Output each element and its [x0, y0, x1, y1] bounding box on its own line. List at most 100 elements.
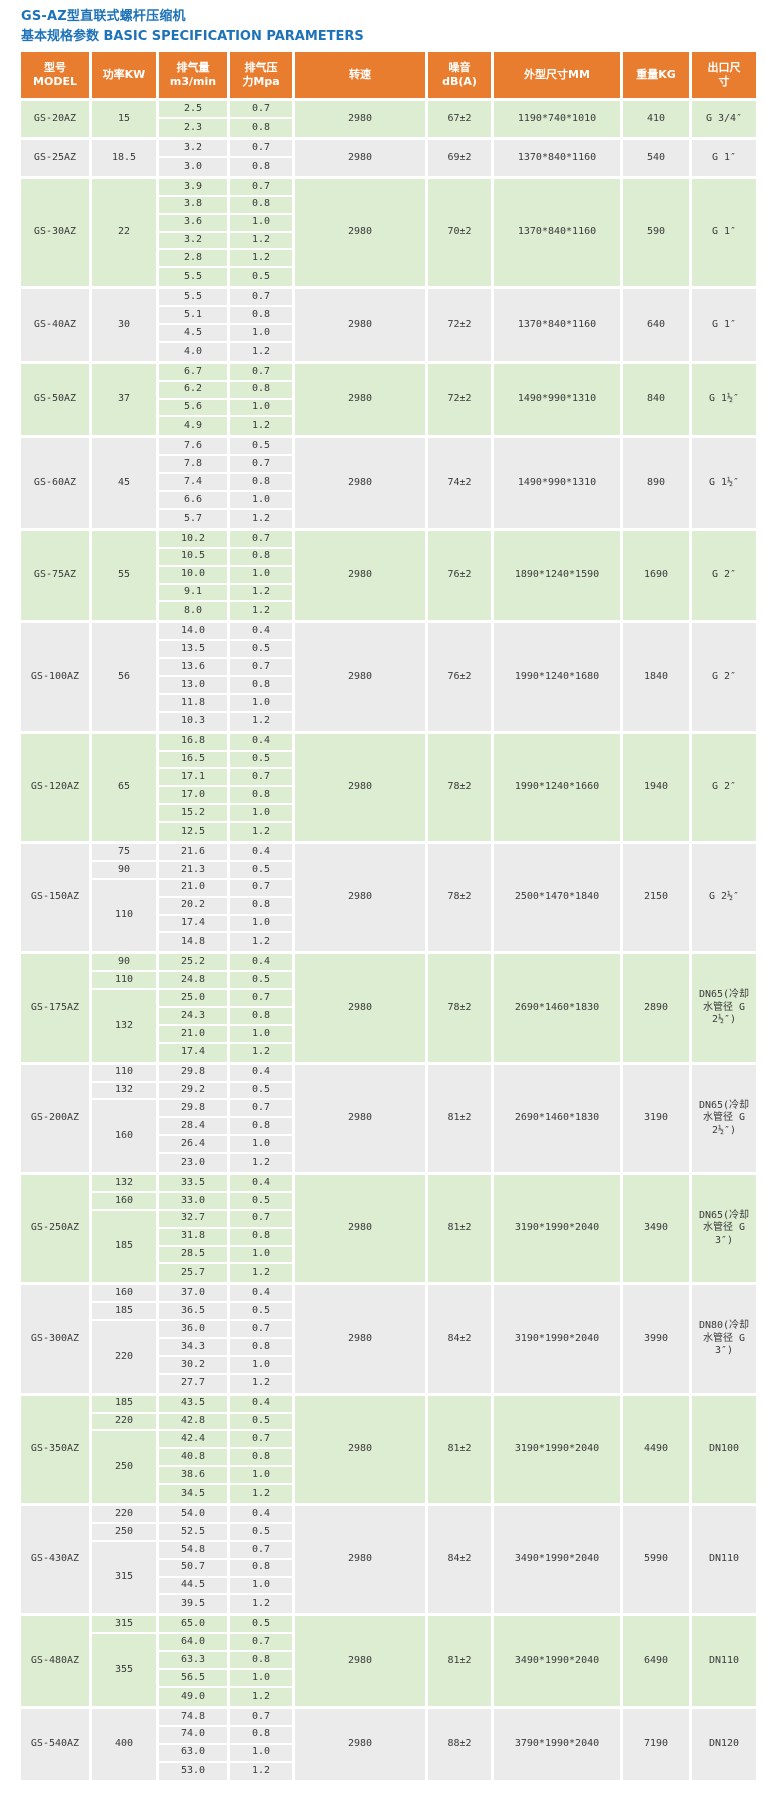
pressure-cell: 0.7 — [230, 1708, 292, 1727]
flow-cell: 20.2 — [159, 897, 227, 916]
pressure-cell: 0.7 — [230, 659, 292, 677]
outlet-cell: DN120 — [692, 1708, 756, 1781]
flow-cell: 17.0 — [159, 787, 227, 806]
noise-cell: 81±2 — [428, 1395, 491, 1504]
flow-cell: 5.5 — [159, 268, 227, 287]
dims-cell: 3490*1990*2040 — [494, 1506, 620, 1614]
outlet-cell: G 3/4″ — [692, 101, 756, 138]
table-row-group: GS-250AZ 132 33.5 0.4 160 33.0 0.5 185 32.7 0.7 31… — [21, 1175, 757, 1283]
pressure-cell: 0.8 — [230, 1726, 292, 1745]
noise-cell: 74±2 — [428, 438, 491, 528]
pressure-cell: 0.8 — [230, 676, 292, 695]
pressure-cell: 1.2 — [230, 712, 292, 731]
model-cell: GS-20AZ — [21, 101, 89, 138]
pressure-cell: 0.4 — [230, 954, 292, 973]
flow-cell: 30.2 — [159, 1356, 227, 1375]
power-cell: 185 — [92, 1395, 156, 1414]
pressure-cell: 1.2 — [230, 509, 292, 528]
pressure-cell: 0.8 — [230, 1449, 292, 1468]
flow-cell: 6.6 — [159, 492, 227, 510]
flow-cell: 6.7 — [159, 363, 227, 382]
flow-cell: 33.0 — [159, 1192, 227, 1211]
speed-cell: 2980 — [295, 954, 425, 1062]
noise-cell: 81±2 — [428, 1064, 491, 1172]
dims-cell: 1490*990*1310 — [494, 438, 620, 528]
power-cell: 110 — [92, 972, 156, 991]
model-cell: GS-175AZ — [21, 954, 89, 1062]
flow-cell: 3.8 — [159, 196, 227, 215]
pressure-cell: 0.7 — [230, 769, 292, 788]
speed-cell: 2980 — [295, 1708, 425, 1781]
speed-cell: 2980 — [295, 289, 425, 361]
pressure-cell: 1.0 — [230, 325, 292, 343]
power-cell: 18.5 — [92, 140, 156, 176]
table-row-group: GS-120AZ 65 16.8 0.4 16.5 0.5 17.1 0.7 17.0 0.8 15… — [21, 733, 757, 841]
pressure-cell: 1.2 — [230, 584, 292, 603]
pressure-cell: 0.8 — [230, 787, 292, 806]
noise-cell: 84±2 — [428, 1285, 491, 1393]
flow-cell: 25.7 — [159, 1264, 227, 1283]
flow-cell: 12.5 — [159, 823, 227, 841]
flow-cell: 5.5 — [159, 289, 227, 308]
table-row-group: GS-200AZ 110 29.8 0.4 132 29.2 0.5 160 29.8 0.7 28… — [21, 1064, 757, 1172]
flow-cell: 27.7 — [159, 1374, 227, 1393]
flow-cell: 10.0 — [159, 566, 227, 585]
flow-cell: 16.8 — [159, 733, 227, 752]
model-cell: GS-250AZ — [21, 1175, 89, 1283]
flow-cell: 56.5 — [159, 1670, 227, 1688]
speed-cell: 2980 — [295, 843, 425, 952]
pressure-cell: 0.8 — [230, 307, 292, 326]
speed-cell: 2980 — [295, 1175, 425, 1283]
flow-cell: 49.0 — [159, 1687, 227, 1706]
flow-cell: 2.5 — [159, 101, 227, 120]
flow-cell: 14.0 — [159, 623, 227, 642]
pressure-cell: 1.0 — [230, 566, 292, 585]
flow-cell: 4.5 — [159, 325, 227, 343]
pressure-cell: 0.8 — [230, 548, 292, 567]
power-cell: 110 — [92, 1064, 156, 1083]
pressure-cell: 1.0 — [230, 805, 292, 824]
dims-cell: 1370*840*1160 — [494, 178, 620, 287]
outlet-cell: DN65(冷却水管径 G 2½″) — [692, 954, 756, 1062]
pressure-cell: 1.2 — [230, 1687, 292, 1706]
table-row-group: GS-350AZ 185 43.5 0.4 220 42.8 0.5 250 42.4 0.7 40… — [21, 1395, 757, 1504]
power-cell: 160 — [92, 1192, 156, 1211]
dims-cell: 2690*1460*1830 — [494, 1064, 620, 1172]
model-cell: GS-100AZ — [21, 623, 89, 731]
weight-cell: 2150 — [623, 843, 689, 952]
pressure-cell: 0.7 — [230, 178, 292, 197]
model-cell: GS-430AZ — [21, 1506, 89, 1614]
table-row-group: GS-25AZ 18.5 3.2 0.7 3.0 0.8 2980 69±2 1370*840*… — [21, 140, 757, 176]
pressure-cell: 0.8 — [230, 1118, 292, 1137]
model-cell: GS-30AZ — [21, 178, 89, 287]
pressure-cell: 0.8 — [230, 119, 292, 138]
table-row-group: GS-100AZ 56 14.0 0.4 13.5 0.5 13.6 0.7 13.0 0.8 11… — [21, 623, 757, 731]
outlet-cell: DN65(冷却水管径 G 3″) — [692, 1175, 756, 1283]
noise-cell: 81±2 — [428, 1616, 491, 1706]
pressure-cell: 1.0 — [230, 915, 292, 934]
flow-cell: 3.0 — [159, 158, 227, 176]
speed-cell: 2980 — [295, 1506, 425, 1614]
pressure-cell: 0.7 — [230, 1634, 292, 1653]
flow-cell: 29.8 — [159, 1064, 227, 1083]
weight-cell: 410 — [623, 101, 689, 138]
flow-cell: 5.6 — [159, 399, 227, 418]
model-cell: GS-25AZ — [21, 140, 89, 176]
pressure-cell: 0.5 — [230, 268, 292, 287]
column-header-speed: 转速 — [295, 52, 425, 99]
model-cell: GS-350AZ — [21, 1395, 89, 1504]
pressure-cell: 0.5 — [230, 1082, 292, 1101]
model-cell: GS-300AZ — [21, 1285, 89, 1393]
page-title: GS-AZ型直联式螺杆压缩机 — [21, 9, 186, 24]
outlet-cell: G 2″ — [692, 733, 756, 841]
outlet-cell: G 2″ — [692, 623, 756, 731]
noise-cell: 76±2 — [428, 530, 491, 621]
dims-cell: 1890*1240*1590 — [494, 530, 620, 621]
flow-cell: 4.9 — [159, 417, 227, 436]
power-cell: 315 — [92, 1541, 156, 1614]
flow-cell: 43.5 — [159, 1395, 227, 1414]
flow-cell: 3.9 — [159, 178, 227, 197]
noise-cell: 84±2 — [428, 1506, 491, 1614]
pressure-cell: 0.7 — [230, 1321, 292, 1340]
